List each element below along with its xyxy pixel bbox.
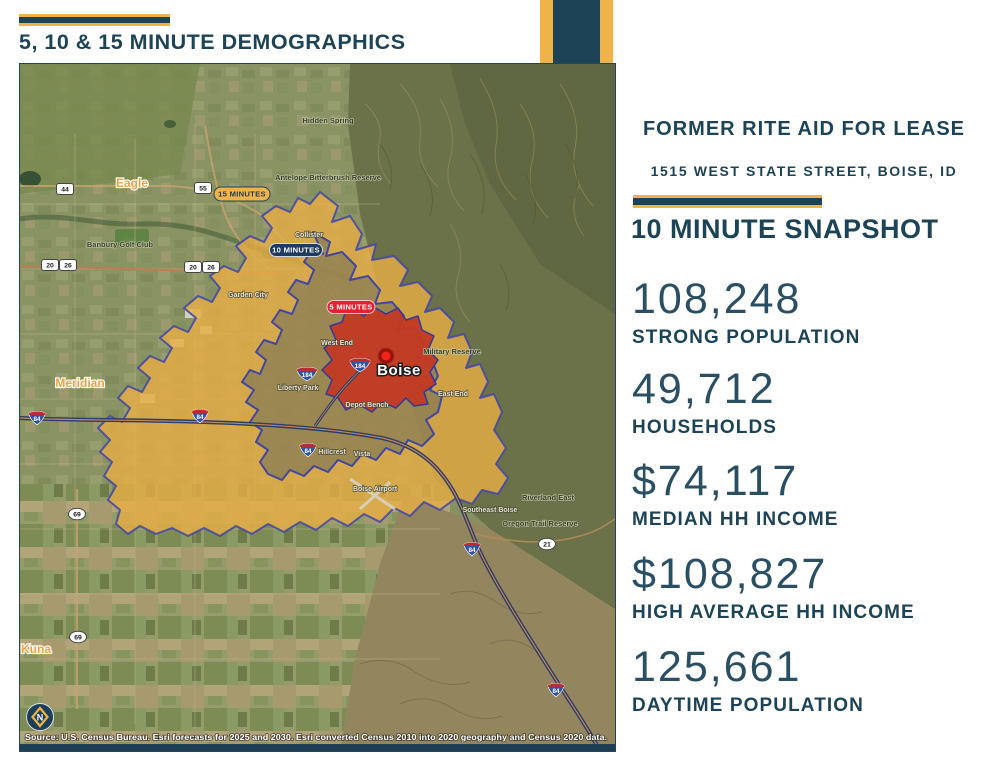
drive-time-pill-label: 5 MINUTES [329, 303, 372, 312]
map-label: Garden City [228, 292, 268, 299]
highway-shield-55: 55 [194, 182, 212, 194]
stat-value: 49,712 [632, 365, 776, 413]
property-title: FORMER RITE AID FOR LEASE [642, 118, 966, 140]
map-label: Riverland East [522, 493, 575, 502]
map-label: Meridian [55, 376, 104, 390]
map-source-note: Source: U.S. Census Bureau. Esri forecas… [25, 732, 607, 742]
highway-shield-84: 84 [299, 443, 317, 458]
map-canvas: 44 55 20 26 20 26 69 69 21 84 84 84 84 84 184 184 Eagle M… [20, 64, 615, 751]
drive-time-pill: 15 MINUTES [213, 186, 271, 202]
map-label: Antelope Bitterbrush Reserve [275, 173, 381, 182]
title-accent-bar [19, 14, 170, 26]
map-label: Collister [295, 232, 323, 239]
drive-time-pill: 10 MINUTES [269, 243, 323, 257]
stat-households: 49,712 HOUSEHOLDS [632, 365, 980, 439]
svg-text:84: 84 [468, 547, 476, 554]
svg-text:44: 44 [61, 187, 69, 194]
stat-value: $74,117 [632, 457, 799, 505]
highway-shield-84: 84 [463, 542, 481, 557]
stat-label: DAYTIME POPULATION [632, 694, 864, 716]
svg-text:84: 84 [33, 416, 41, 423]
svg-text:55: 55 [199, 186, 207, 193]
accent-gold-stripe [19, 14, 170, 17]
map-label: West End [321, 340, 353, 347]
stat-label: HIGH AVERAGE HH INCOME [632, 601, 915, 623]
stat-daytime-population: 125,661 DAYTIME POPULATION [632, 643, 980, 717]
svg-text:20: 20 [189, 265, 197, 272]
accent-gold-stripe [19, 23, 170, 26]
stat-median-income: $74,117 MEDIAN HH INCOME [632, 457, 980, 531]
site-marker [377, 347, 395, 365]
stat-value: $108,827 [632, 550, 828, 598]
map-label: Boise [377, 362, 421, 379]
svg-text:26: 26 [64, 263, 72, 270]
map-label: Eagle [116, 176, 148, 190]
map-overlay: 44 55 20 26 20 26 69 69 21 84 84 84 84 84 184 184 Eagle M… [20, 115, 578, 698]
highway-shield-69: 69 [68, 507, 86, 521]
stat-label: HOUSEHOLDS [632, 416, 778, 438]
highway-shield-20: 20 [184, 261, 202, 273]
svg-text:184: 184 [355, 363, 366, 370]
highway-shield-84: 84 [191, 409, 209, 424]
stat-label: MEDIAN HH INCOME [632, 508, 839, 530]
svg-text:21: 21 [543, 542, 551, 549]
accent-gold-stripe [633, 205, 822, 208]
highway-shield-69: 69 [69, 630, 87, 644]
page-title: 5, 10 & 15 MINUTE DEMOGRAPHICS [19, 30, 406, 54]
map-label: Hidden Spring [302, 116, 354, 125]
highway-shield-26: 26 [59, 259, 77, 271]
airport-runways [349, 477, 396, 511]
svg-text:84: 84 [304, 448, 312, 455]
corner-navy-stripe [553, 0, 600, 64]
svg-text:84: 84 [196, 414, 204, 421]
svg-text:69: 69 [73, 512, 81, 519]
map-label: Depot Bench [345, 402, 388, 409]
brand-logo: N [26, 703, 54, 731]
stat-label: STRONG POPULATION [632, 326, 861, 348]
stat-value: 125,661 [632, 643, 802, 691]
svg-text:20: 20 [46, 263, 54, 270]
accent-gold-stripe [633, 195, 822, 198]
corner-gold-stripe [540, 0, 553, 64]
svg-text:26: 26 [207, 265, 215, 272]
highway-shield-20: 20 [41, 259, 59, 271]
map-label: Liberty Park [278, 385, 319, 392]
accent-navy-stripe [19, 17, 170, 23]
map-label: Vista [354, 451, 371, 458]
svg-text:184: 184 [302, 372, 313, 379]
highway-shield-44: 44 [56, 183, 74, 195]
snapshot-heading: 10 MINUTE SNAPSHOT [631, 214, 939, 244]
map-label: Kuna [21, 642, 51, 656]
svg-text:84: 84 [552, 688, 560, 695]
accent-navy-stripe [633, 198, 822, 205]
drive-time-pill-label: 15 MINUTES [218, 190, 266, 199]
corner-gold-stripe [600, 0, 613, 64]
drive-time-pill-label: 10 MINUTES [272, 246, 320, 255]
map-label: Oregon Trail Reserve [502, 519, 577, 528]
corner-stripe [540, 0, 613, 64]
highway-shield-184: 184 [349, 358, 371, 373]
stat-average-income: $108,827 HIGH AVERAGE HH INCOME [632, 550, 980, 624]
highway-shield-184: 184 [296, 367, 318, 382]
stat-population: 108,248 STRONG POPULATION [632, 275, 980, 349]
drive-time-map: 44 55 20 26 20 26 69 69 21 84 84 84 84 84 184 184 Eagle M… [19, 63, 616, 752]
map-label: Hillcrest [318, 449, 346, 456]
svg-text:69: 69 [74, 635, 82, 642]
panel-accent-bar [633, 195, 822, 208]
map-label: Military Reserve [423, 347, 481, 356]
map-label: East End [438, 391, 468, 398]
map-label: Boise Airport [353, 486, 398, 493]
drive-time-pill: 5 MINUTES [326, 300, 376, 314]
stat-value: 108,248 [632, 275, 802, 323]
map-label: Southeast Boise [463, 507, 518, 514]
highway-shield-84: 84 [28, 411, 46, 426]
highway-shield-21: 21 [538, 537, 556, 551]
highway-shield-84: 84 [547, 683, 565, 698]
property-address: 1515 WEST STATE STREET, BOISE, ID [650, 163, 958, 179]
brand-logo-letter: N [37, 713, 44, 723]
map-label: Banbury Golf Club [87, 240, 154, 249]
highway-shield-26: 26 [202, 261, 220, 273]
map-bottom-strip [20, 744, 615, 751]
